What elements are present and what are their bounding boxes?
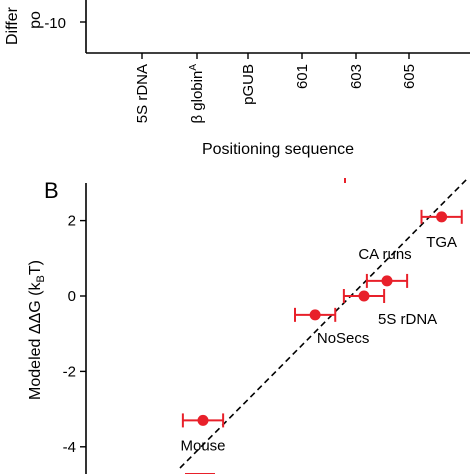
panel-a-category-text: pGUB [240,64,257,105]
fit-line [179,177,469,469]
panel-b-ytick-label: -2 [63,363,76,380]
panel-a-category-text: 601 [294,64,311,89]
panel-a-category-label: 603 [348,64,365,89]
panel-b-yticks: 2 0 -2 -4 [63,213,86,456]
point-label: CA runs [358,246,411,263]
panel-a: -10 Differ po 5S rDNA β globinA pGUB 601 603… [4,0,470,158]
panel-b-label: B [44,178,59,203]
point-label: TGA [426,234,457,251]
data-point [358,290,370,302]
panel-a-category-label: 5S rDNA [134,64,151,123]
panel-a-ytick-label: -10 [44,15,66,32]
point-label: Mouse [180,437,225,454]
panel-a-category-text: β globin [189,71,206,124]
panel-b-ylabel-main: Modeled ΔΔG (k [27,282,44,400]
panel-a-category-label: β globinA [188,64,206,124]
panel-a-category-text: 5S rDNA [134,64,151,123]
point-label: 5S rDNA [378,311,437,328]
panel-b-ylabel-end: T) [27,260,44,275]
panel-a-category-label: 601 [294,64,311,89]
panel-a-category-label: 605 [401,64,418,89]
data-point [436,211,448,223]
panel-a-categories: 5S rDNA β globinA pGUB 601 603 605 [134,53,418,124]
data-point [197,414,209,426]
panel-b-ytick-label: 2 [68,213,76,230]
panel-a-ylabel-fragment: Differ [4,6,21,45]
panel-a-xlabel: Positioning sequence [202,141,354,158]
data-point [309,309,321,321]
panel-b-points: TGA CA runs 5S rDNA NoSecs Mouse [180,209,463,454]
panel-b-ytick-label: 0 [68,288,76,305]
panel-a-category-superscript: A [188,64,199,71]
point-label: NoSecs [317,330,370,347]
panel-a-ylabel-fragment-2: po [27,11,44,29]
data-point [381,275,393,287]
panel-b-ylabel-sub: B [35,275,47,282]
panel-a-category-label: pGUB [240,64,257,105]
panel-a-category-text: 603 [348,64,365,89]
panel-b-ytick-label: -4 [63,439,76,456]
panel-a-category-text: 605 [401,64,418,89]
panel-b-ylabel: Modeled ΔΔG (kBT) [27,260,47,400]
